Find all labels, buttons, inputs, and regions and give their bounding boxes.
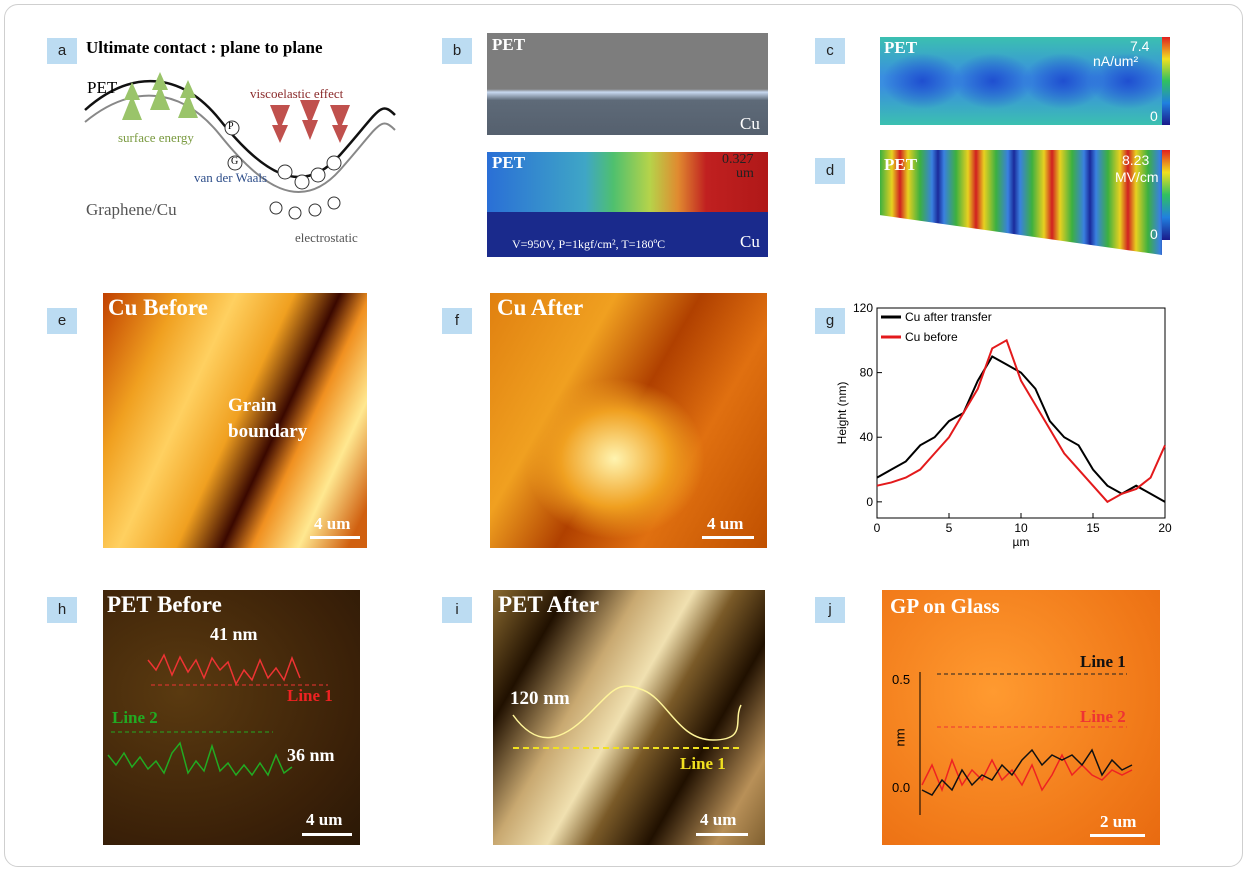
annotation: 36 nm xyxy=(287,745,335,766)
annotation: Grain boundary xyxy=(228,393,328,445)
label: nA/um² xyxy=(1093,53,1138,69)
panel-label: d xyxy=(815,158,845,184)
image xyxy=(490,293,767,548)
label: P xyxy=(228,121,234,132)
scale-bar xyxy=(310,536,360,539)
profiles xyxy=(493,590,765,845)
annotation: 120 nm xyxy=(510,688,570,710)
panel-title: Ultimate contact : plane to plane xyxy=(86,38,323,58)
panel-label: e xyxy=(47,308,77,334)
scale-bar xyxy=(702,536,754,539)
legend-label: Cu before xyxy=(905,330,958,344)
panel-label: c xyxy=(815,38,845,64)
label: PET xyxy=(884,38,917,58)
scale-bar xyxy=(1090,834,1145,837)
scale-bar xyxy=(696,833,748,836)
image-title: PET After xyxy=(498,592,599,618)
image xyxy=(880,37,1162,125)
height-chart: 0 5 10 15 20 0 40 80 120 µm Height (nm) Cu after tr… xyxy=(820,295,1180,560)
label: Graphene/Cu xyxy=(86,200,177,220)
y-tick-label: 120 xyxy=(853,301,873,315)
x-tick-label: 20 xyxy=(1158,521,1172,535)
panel-label: h xyxy=(47,597,77,623)
line-label: Line 2 xyxy=(1080,707,1126,727)
line-label: Line 1 xyxy=(287,686,333,706)
x-axis-label: µm xyxy=(1013,535,1030,549)
label: 8.23 xyxy=(1122,152,1149,168)
label: PET xyxy=(492,35,525,55)
colorbar xyxy=(1162,150,1170,240)
x-tick-label: 5 xyxy=(946,521,953,535)
label: PET xyxy=(884,155,917,175)
label: electrostatic xyxy=(295,230,358,246)
label: PET xyxy=(492,153,525,173)
label: viscoelastic effect xyxy=(250,86,343,102)
image xyxy=(487,33,768,135)
panel-label: j xyxy=(815,597,845,623)
x-tick-label: 10 xyxy=(1014,521,1028,535)
label: MV/cm xyxy=(1115,169,1159,185)
scale-bar xyxy=(302,833,352,836)
y-tick-label: 0.0 xyxy=(892,780,910,795)
colorbar xyxy=(1162,37,1170,125)
label: van der Waals xyxy=(194,170,267,186)
line-label: Line 2 xyxy=(112,708,158,728)
legend-label: Cu after transfer xyxy=(905,310,992,324)
scale-bar-label: 2 um xyxy=(1100,812,1136,832)
scale-bar-label: 4 um xyxy=(306,810,342,830)
label: 0 xyxy=(1150,226,1158,242)
image-title: PET Before xyxy=(107,592,222,618)
data-line xyxy=(877,340,1165,502)
label: V=950V, P=1kgf/cm², T=180ºC xyxy=(512,237,665,252)
page: {"panels":{ "a":{"label":"a","title":"Ul… xyxy=(0,0,1249,873)
image-title: Cu Before xyxy=(108,295,208,321)
scale-bar-label: 4 um xyxy=(707,514,743,534)
y-tick-label: 0.5 xyxy=(892,672,910,687)
label: 7.4 xyxy=(1130,38,1149,54)
label: 0 xyxy=(1150,108,1158,124)
label: Cu xyxy=(740,114,760,134)
image-title: Cu After xyxy=(497,295,583,321)
panel-label: f xyxy=(442,308,472,334)
line-label: Line 1 xyxy=(1080,652,1126,672)
panel-label: b xyxy=(442,38,472,64)
panel-label: i xyxy=(442,597,472,623)
scale-bar-label: 4 um xyxy=(314,514,350,534)
y-tick-label: 40 xyxy=(860,430,874,444)
label: um xyxy=(736,166,754,182)
axis-label: nm xyxy=(893,728,908,746)
label: PET xyxy=(87,78,117,98)
y-tick-label: 80 xyxy=(860,366,874,380)
line-label: Line 1 xyxy=(680,754,726,774)
scale-bar-label: 4 um xyxy=(700,810,736,830)
x-tick-label: 0 xyxy=(874,521,881,535)
label: G xyxy=(231,156,238,167)
image-title: GP on Glass xyxy=(890,594,1000,619)
label: surface energy xyxy=(118,130,194,146)
x-tick-label: 15 xyxy=(1086,521,1100,535)
annotation: 41 nm xyxy=(210,624,258,645)
y-tick-label: 0 xyxy=(866,495,873,509)
label: Cu xyxy=(740,232,760,252)
y-axis-label: Height (nm) xyxy=(835,382,849,445)
panel-label: a xyxy=(47,38,77,64)
